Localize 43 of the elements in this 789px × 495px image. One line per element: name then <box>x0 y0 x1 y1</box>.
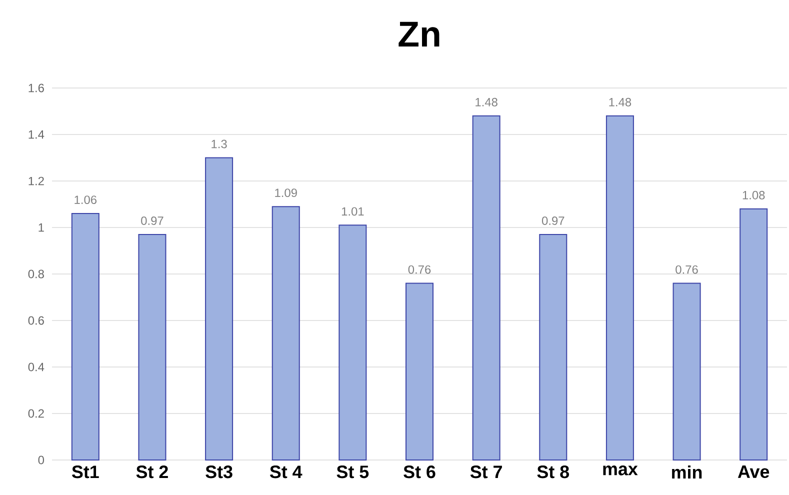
x-tick-label: St 5 <box>336 466 369 478</box>
bar <box>138 234 166 460</box>
bar <box>406 282 434 460</box>
bar <box>606 115 634 460</box>
x-tick-label: max <box>603 466 638 476</box>
data-label: 1.08 <box>742 190 765 200</box>
y-tick-label: 1 <box>38 223 44 232</box>
x-tick-label: St1 <box>72 466 99 478</box>
data-label: 1.48 <box>476 98 498 106</box>
x-tick-label: St 7 <box>470 466 502 478</box>
data-label: 0.76 <box>676 265 698 274</box>
x-tick-label: St3 <box>206 466 232 478</box>
data-label: 0.76 <box>408 265 431 274</box>
y-tick-label: 0.2 <box>28 409 44 418</box>
data-label: 0.97 <box>542 216 564 225</box>
data-label: 1.01 <box>342 207 364 216</box>
y-tick-label: 1.6 <box>28 84 44 92</box>
x-tick-label: St 8 <box>537 466 570 478</box>
bar <box>272 206 300 460</box>
bar <box>472 115 500 460</box>
bar <box>205 157 234 460</box>
x-tick-label: min <box>672 466 702 479</box>
bar <box>672 282 701 460</box>
y-tick-label: 1.2 <box>28 176 44 186</box>
bar <box>338 224 367 460</box>
data-label: 1.06 <box>74 196 97 204</box>
y-tick-label: 0.8 <box>28 270 44 278</box>
data-label: 1.48 <box>609 98 632 106</box>
chart-title: Zn <box>398 22 440 46</box>
bar <box>539 234 568 460</box>
x-tick-label: St 2 <box>136 466 168 478</box>
bar <box>71 213 100 460</box>
bar <box>740 208 768 460</box>
y-tick-label: 0.6 <box>28 316 44 325</box>
x-tick-label: St 4 <box>270 466 302 478</box>
y-tick-label: 0 <box>38 456 44 464</box>
data-label: 1.3 <box>212 140 227 148</box>
data-label: 0.97 <box>141 216 164 225</box>
x-tick-label: St 6 <box>404 466 436 478</box>
y-tick-label: 0.4 <box>28 362 44 372</box>
x-tick-label: Ave <box>738 466 770 478</box>
y-tick-label: 1.4 <box>28 130 44 139</box>
data-label: 1.09 <box>275 188 297 198</box>
